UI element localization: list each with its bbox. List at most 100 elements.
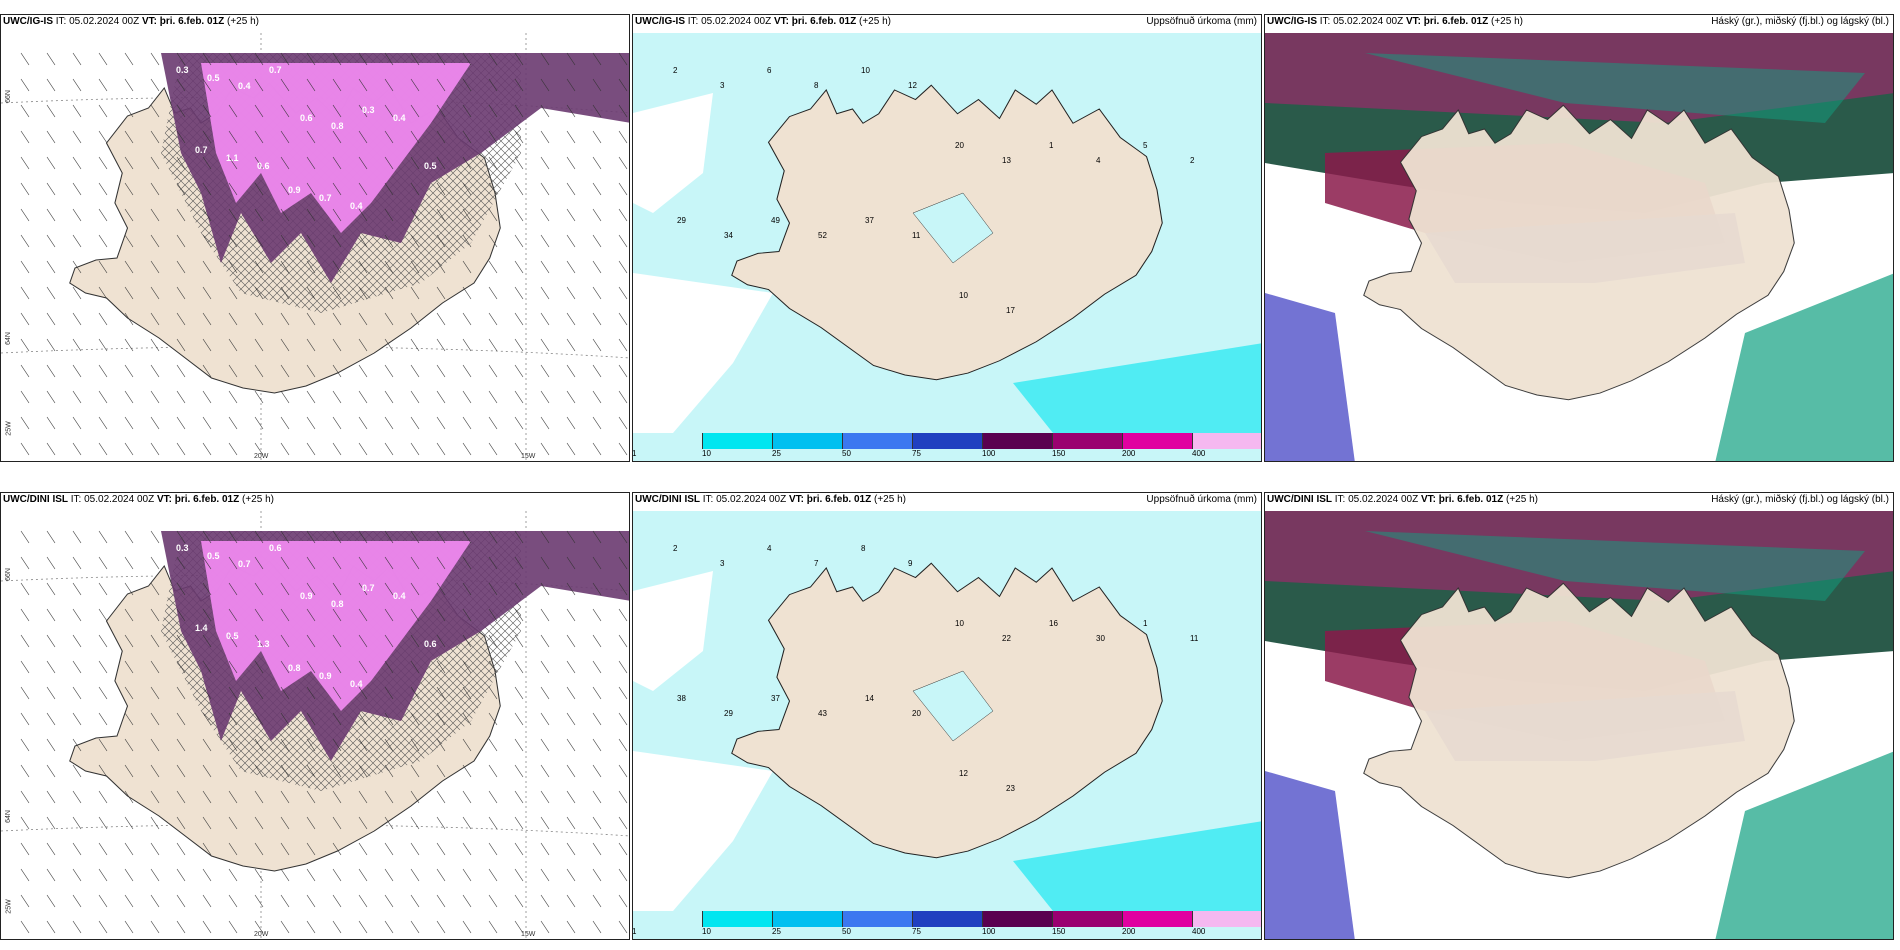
map-panel-3: UWC/IG-IS IT: 05.02.2024 00Z VT: þri. 6.…: [1264, 14, 1894, 462]
it-label: IT:: [1319, 16, 1331, 27]
cloud-cover-map: [1265, 511, 1893, 939]
valid-time: þri. 6.feb. 01Z: [1438, 494, 1504, 505]
precip-value-label: 6: [767, 66, 772, 75]
lead-time: (+25 h): [874, 494, 906, 505]
it-label: IT:: [687, 16, 699, 27]
model-name: UWC/DINI ISL: [635, 494, 700, 505]
precip-value-label: 10: [955, 619, 964, 628]
snow-value-label: 0.9: [319, 671, 332, 681]
colorbar-label: 25: [772, 449, 781, 458]
valid-time: þri. 6.feb. 01Z: [806, 494, 872, 505]
precip-value-label: 1: [1143, 619, 1148, 628]
lead-time: (+25 h): [242, 494, 274, 505]
precip-value-label: 23: [1006, 784, 1015, 793]
model-name: UWC/DINI ISL: [1267, 494, 1332, 505]
precip-value-label: 52: [818, 231, 827, 240]
snow-value-label: 0.4: [393, 591, 406, 601]
precip-value-label: 43: [818, 709, 827, 718]
snow-value-label: 0.8: [331, 121, 344, 131]
precip-value-label: 8: [814, 81, 819, 90]
snow-value-label: 0.5: [207, 73, 220, 83]
colorbar-label: 1: [632, 927, 637, 936]
precip-value-label: 9: [908, 559, 913, 568]
init-time: 05.02.2024 00Z: [84, 494, 155, 505]
colorbar-segment: [913, 433, 983, 449]
init-time: 05.02.2024 00Z: [1333, 16, 1404, 27]
axis-tick-label: 20W: [254, 453, 269, 460]
precip-value-label: 7: [814, 559, 819, 568]
axis-tick-label: 64N: [4, 810, 12, 823]
colorbar-segment: [1193, 911, 1261, 927]
lead-time: (+25 h): [1506, 494, 1538, 505]
map-panel-4: UWC/DINI ISL IT: 05.02.2024 00Z VT: þri.…: [0, 492, 630, 940]
precip-value-label: 3: [720, 559, 725, 568]
precip-colorbar: 1 10 25 50 75 100 150 200 400: [632, 433, 1261, 461]
colorbar-label: 75: [912, 927, 921, 936]
precip-value-label: 12: [908, 81, 917, 90]
colorbar-label: 200: [1122, 927, 1136, 936]
precip-value-label: 13: [1002, 156, 1011, 165]
it-label: IT:: [55, 16, 67, 27]
precip-value-label: 4: [767, 544, 772, 553]
model-name: UWC/IG-IS: [3, 16, 53, 27]
valid-time: þri. 6.feb. 01Z: [1423, 16, 1489, 27]
snow-value-label: 1.1: [226, 153, 239, 163]
colorbar-segment: [1193, 433, 1261, 449]
colorbar-segment: [1053, 911, 1123, 927]
snow-value-label: 0.8: [288, 663, 301, 673]
snow-value-label: 0.9: [300, 591, 313, 601]
panel-header: UWC/DINI ISL IT: 05.02.2024 00Z VT: þri.…: [635, 494, 1259, 510]
snow-value-label: 0.7: [269, 65, 282, 75]
it-label: IT:: [70, 494, 82, 505]
axis-tick-label: 64N: [4, 332, 12, 345]
precip-value-label: 29: [677, 216, 686, 225]
snow-value-label: 0.6: [269, 543, 282, 553]
colorbar-label: 50: [842, 927, 851, 936]
vt-label: VT:: [1420, 494, 1436, 505]
colorbar-label: 75: [912, 449, 921, 458]
precip-value-label: 5: [1143, 141, 1148, 150]
colorbar-label: 200: [1122, 449, 1136, 458]
precip-value-label: 37: [771, 694, 780, 703]
snow-wind-map: 0.3 0.5 0.7 0.6 0.9 0.8 0.7 0.4 0.6 1.4 0.5 1.3 0.8 0…: [1, 511, 629, 939]
snow-value-label: 0.3: [362, 105, 375, 115]
snow-value-label: 1.4: [195, 623, 208, 633]
panel-header: UWC/IG-IS IT: 05.02.2024 00Z VT: þri. 6.…: [1267, 16, 1891, 32]
axis-tick-label: 25W: [5, 899, 13, 914]
axis-tick-label: 15W: [521, 453, 536, 460]
colorbar-label: 150: [1052, 449, 1066, 458]
valid-time: þri. 6.feb. 01Z: [174, 494, 240, 505]
it-label: IT:: [702, 494, 714, 505]
precip-value-label: 34: [724, 231, 733, 240]
cloud-cover-map: [1265, 33, 1893, 461]
precip-value-label: 30: [1096, 634, 1105, 643]
snow-wind-map: 0.3 0.5 0.4 0.7 0.6 0.8 0.3 0.4 0.5 0.7 1.1 0.6 0.9 0…: [1, 33, 629, 461]
colorbar-segment: [703, 911, 773, 927]
colorbar-segment: [633, 433, 703, 449]
snow-value-label: 0.6: [257, 161, 270, 171]
panel-title: Uppsöfnuð úrkoma (mm): [1146, 494, 1257, 505]
panel-title: Háský (gr.), miðský (fj.bl.) og lágský (…: [1711, 16, 1889, 27]
snow-value-label: 0.5: [424, 161, 437, 171]
colorbar-label: 1: [632, 449, 637, 458]
panel-header: UWC/DINI ISL IT: 05.02.2024 00Z VT: þri.…: [1267, 494, 1891, 510]
snow-value-label: 0.7: [362, 583, 375, 593]
panel-header: UWC/IG-IS IT: 05.02.2024 00Z VT: þri. 6.…: [635, 16, 1259, 32]
precip-value-label: 4: [1096, 156, 1101, 165]
colorbar-label: 50: [842, 449, 851, 458]
snow-value-label: 0.4: [393, 113, 406, 123]
init-time: 05.02.2024 00Z: [716, 494, 787, 505]
axis-tick-label: 15W: [521, 931, 536, 938]
colorbar-label: 150: [1052, 927, 1066, 936]
vt-label: VT:: [156, 494, 172, 505]
precip-value-label: 29: [724, 709, 733, 718]
precip-value-label: 16: [1049, 619, 1058, 628]
colorbar-segment: [913, 911, 983, 927]
map-panel-5: UWC/DINI ISL IT: 05.02.2024 00Z VT: þri.…: [632, 492, 1262, 940]
colorbar-label: 100: [982, 927, 996, 936]
snow-value-label: 0.4: [350, 201, 363, 211]
precip-value-label: 37: [865, 216, 874, 225]
precip-value-label: 3: [720, 81, 725, 90]
